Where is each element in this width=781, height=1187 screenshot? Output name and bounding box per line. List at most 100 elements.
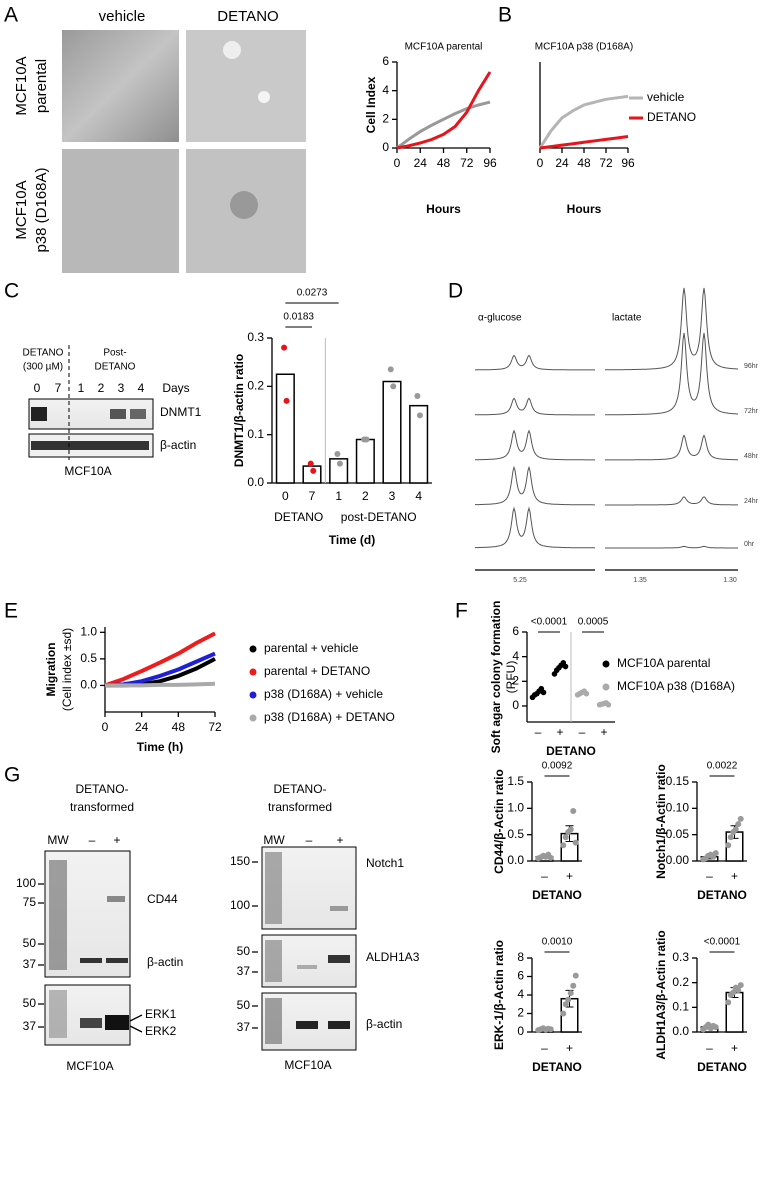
- band-label: β-actin: [366, 1017, 402, 1031]
- x-axis-label: DETANO: [532, 888, 582, 902]
- y-tick-label: 0.1: [672, 1000, 689, 1014]
- band: [49, 990, 67, 1038]
- y-tick-label: 0.5: [507, 827, 524, 841]
- y-tick-label: 2: [382, 112, 389, 126]
- data-point: [283, 397, 290, 404]
- lane-label: 2: [98, 381, 105, 395]
- group-label: DETANO: [274, 510, 323, 524]
- x-tick-label: 72: [208, 720, 222, 734]
- x-tick-label: +: [600, 725, 607, 739]
- band: [265, 998, 282, 1044]
- blot-label: DETANO-: [75, 782, 128, 796]
- cell: [223, 41, 241, 59]
- y-axis-label: (RFU): [504, 661, 518, 694]
- x-axis-label: Hours: [426, 202, 461, 216]
- band-label: β-actin: [160, 438, 196, 452]
- y-tick-label: 0.00: [666, 853, 690, 867]
- row-label: p38 (D168A): [33, 167, 50, 252]
- y-tick-label: 0: [517, 1024, 524, 1038]
- micrograph: [62, 149, 179, 273]
- bar: [382, 380, 402, 484]
- x-tick-label: 0: [537, 156, 544, 170]
- data-point: [334, 451, 341, 457]
- bar: [409, 404, 429, 484]
- bar: [355, 438, 375, 484]
- mw-label: 37: [237, 964, 251, 978]
- y-tick-label: 6: [382, 54, 389, 68]
- y-tick-label: 0.0: [672, 1024, 689, 1038]
- data-point: [567, 990, 574, 997]
- lane-label: 4: [138, 381, 145, 395]
- lane-label: Days: [162, 381, 189, 395]
- cell: [230, 191, 258, 219]
- x-axis-label: DETANO: [697, 888, 747, 902]
- p-value: 0.0010: [542, 937, 573, 948]
- spectrum: [475, 397, 595, 416]
- y-tick-label: 1.0: [80, 624, 97, 638]
- blot-label: (300 µM): [23, 362, 63, 373]
- y-tick-label: 8: [517, 950, 524, 964]
- data-point: [414, 393, 421, 399]
- mw-label: 37: [23, 957, 37, 971]
- data-point: [572, 839, 579, 846]
- y-tick-label: 2: [517, 1006, 524, 1020]
- y-tick-label: 4: [517, 987, 524, 1001]
- band-pointer: [129, 1014, 143, 1033]
- ppm-label: 5.25: [513, 577, 527, 584]
- y-tick-label: 0.0: [80, 678, 97, 692]
- data-point: [363, 436, 370, 443]
- series-line: [105, 681, 216, 688]
- x-tick-label: 0: [394, 156, 401, 170]
- data-point: [562, 834, 569, 841]
- lane-label: +: [113, 833, 120, 847]
- blot-label: DETANO: [23, 348, 64, 359]
- x-tick-label: 24: [135, 720, 149, 734]
- cell: [258, 91, 270, 103]
- lane-label: 7: [55, 381, 62, 395]
- time-label: 48hr: [744, 453, 759, 460]
- x-tick-label: 0: [282, 489, 289, 503]
- spectrum: [605, 496, 738, 506]
- band: [105, 1015, 129, 1030]
- series-line: [396, 100, 491, 150]
- time-label: 0hr: [744, 541, 755, 548]
- y-tick-label: 4: [512, 649, 519, 663]
- y-tick-label: 0.0: [507, 853, 524, 867]
- data-point: [605, 701, 612, 708]
- row-label: MCF10A: [13, 56, 30, 115]
- bar: [329, 458, 349, 484]
- band-label: ERK2: [145, 1024, 177, 1038]
- mw-label: 100: [230, 898, 250, 912]
- x-axis-label: DETANO: [697, 1060, 747, 1074]
- lane-label: MW: [263, 833, 285, 847]
- x-tick-label: 48: [577, 156, 591, 170]
- data-point: [735, 821, 742, 828]
- p-value: 0.0005: [578, 617, 609, 628]
- panel-letter: G: [4, 764, 20, 787]
- data-point: [310, 467, 317, 474]
- blot-label: DETANO: [95, 362, 136, 373]
- data-point: [727, 834, 734, 841]
- x-tick-label: –: [541, 1041, 548, 1055]
- x-axis-label: Time (h): [137, 740, 183, 754]
- mw-label: 37: [237, 1020, 251, 1034]
- band-label: ALDH1A3: [366, 950, 420, 964]
- y-tick-label: 1.0: [507, 801, 524, 815]
- band: [328, 1021, 350, 1029]
- y-axis-label: Migration: [44, 643, 58, 697]
- group-label: post-DETANO: [341, 510, 417, 524]
- cell-line: MCF10A: [284, 1058, 331, 1072]
- y-axis-label: Cell Index: [364, 76, 378, 133]
- legend-label: MCF10A parental: [617, 656, 710, 670]
- x-tick-label: 48: [437, 156, 451, 170]
- x-tick-label: 96: [483, 156, 497, 170]
- x-tick-label: –: [706, 1041, 713, 1055]
- p-value: 0.0273: [297, 288, 328, 299]
- band: [49, 860, 67, 970]
- spectrum: [475, 354, 595, 371]
- data-point: [730, 989, 737, 996]
- legend-label: p38 (D168A) + DETANO: [264, 710, 395, 724]
- y-tick-label: 0.0: [247, 475, 264, 489]
- band: [80, 1018, 102, 1028]
